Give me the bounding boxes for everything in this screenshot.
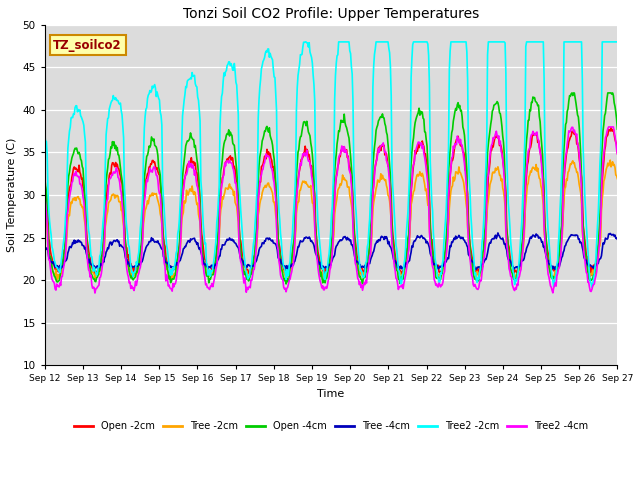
Tree2 -4cm bbox=[51, 286, 59, 292]
Tree2 -4cm bbox=[614, 151, 621, 157]
Tree2 -4cm bbox=[91, 290, 99, 296]
Open -2cm bbox=[401, 261, 408, 267]
Tree -2cm bbox=[169, 275, 177, 280]
Tree2 -4cm bbox=[169, 281, 177, 287]
Line: Tree2 -2cm: Tree2 -2cm bbox=[45, 42, 618, 288]
Tree -4cm bbox=[41, 244, 49, 250]
Tree2 -4cm bbox=[111, 170, 118, 176]
Text: TZ_soilco2: TZ_soilco2 bbox=[53, 39, 122, 52]
Tree2 -4cm bbox=[419, 145, 426, 151]
Tree2 -4cm bbox=[605, 124, 612, 130]
Line: Tree -4cm: Tree -4cm bbox=[45, 233, 618, 270]
X-axis label: Time: Time bbox=[317, 389, 345, 399]
Tree -4cm bbox=[110, 238, 118, 243]
Tree2 -4cm bbox=[402, 273, 410, 278]
Title: Tonzi Soil CO2 Profile: Upper Temperatures: Tonzi Soil CO2 Profile: Upper Temperatur… bbox=[183, 7, 479, 21]
Tree2 -2cm bbox=[51, 260, 59, 265]
Open -4cm bbox=[51, 274, 59, 280]
Tree2 -4cm bbox=[41, 195, 49, 201]
Open -2cm bbox=[510, 274, 518, 279]
Line: Open -2cm: Open -2cm bbox=[45, 128, 618, 276]
Open -2cm bbox=[51, 266, 59, 272]
Tree -4cm bbox=[614, 237, 621, 242]
Tree2 -4cm bbox=[200, 263, 207, 268]
Tree -4cm bbox=[284, 267, 291, 273]
Open -4cm bbox=[614, 126, 621, 132]
Tree2 -2cm bbox=[402, 246, 410, 252]
Open -4cm bbox=[402, 259, 410, 265]
Open -2cm bbox=[198, 236, 206, 242]
Tree -2cm bbox=[614, 176, 621, 181]
Open -2cm bbox=[41, 179, 49, 185]
Tree -2cm bbox=[200, 258, 207, 264]
Tree2 -2cm bbox=[198, 204, 206, 210]
Open -4cm bbox=[282, 281, 290, 287]
Tree2 -2cm bbox=[419, 39, 426, 45]
Open -4cm bbox=[568, 90, 576, 96]
Line: Open -4cm: Open -4cm bbox=[45, 93, 618, 284]
Tree -4cm bbox=[419, 234, 426, 240]
Open -2cm bbox=[168, 270, 176, 276]
Tree -4cm bbox=[494, 230, 502, 236]
Tree -2cm bbox=[606, 157, 614, 163]
Tree2 -2cm bbox=[168, 272, 176, 277]
Tree -2cm bbox=[111, 195, 118, 201]
Tree -4cm bbox=[198, 255, 206, 261]
Tree -2cm bbox=[402, 264, 410, 270]
Open -2cm bbox=[418, 142, 426, 148]
Tree -4cm bbox=[168, 264, 176, 270]
Open -4cm bbox=[198, 249, 206, 254]
Tree -2cm bbox=[41, 211, 49, 216]
Y-axis label: Soil Temperature (C): Soil Temperature (C) bbox=[7, 138, 17, 252]
Tree2 -2cm bbox=[588, 285, 596, 290]
Open -4cm bbox=[168, 276, 176, 282]
Tree -2cm bbox=[53, 277, 61, 283]
Tree2 -2cm bbox=[301, 39, 309, 45]
Open -4cm bbox=[419, 109, 426, 115]
Open -2cm bbox=[607, 125, 615, 131]
Open -4cm bbox=[110, 139, 118, 144]
Open -4cm bbox=[41, 174, 49, 180]
Line: Tree -2cm: Tree -2cm bbox=[45, 160, 618, 280]
Tree2 -2cm bbox=[110, 96, 118, 101]
Legend: Open -2cm, Tree -2cm, Open -4cm, Tree -4cm, Tree2 -2cm, Tree2 -4cm: Open -2cm, Tree -2cm, Open -4cm, Tree -4… bbox=[70, 418, 592, 435]
Open -2cm bbox=[110, 162, 118, 168]
Tree -2cm bbox=[51, 274, 59, 280]
Tree2 -2cm bbox=[41, 131, 49, 137]
Tree -2cm bbox=[419, 170, 426, 176]
Tree -4cm bbox=[51, 264, 59, 270]
Tree -4cm bbox=[402, 261, 410, 266]
Tree2 -2cm bbox=[614, 39, 621, 45]
Line: Tree2 -4cm: Tree2 -4cm bbox=[45, 127, 618, 293]
Open -2cm bbox=[614, 150, 621, 156]
